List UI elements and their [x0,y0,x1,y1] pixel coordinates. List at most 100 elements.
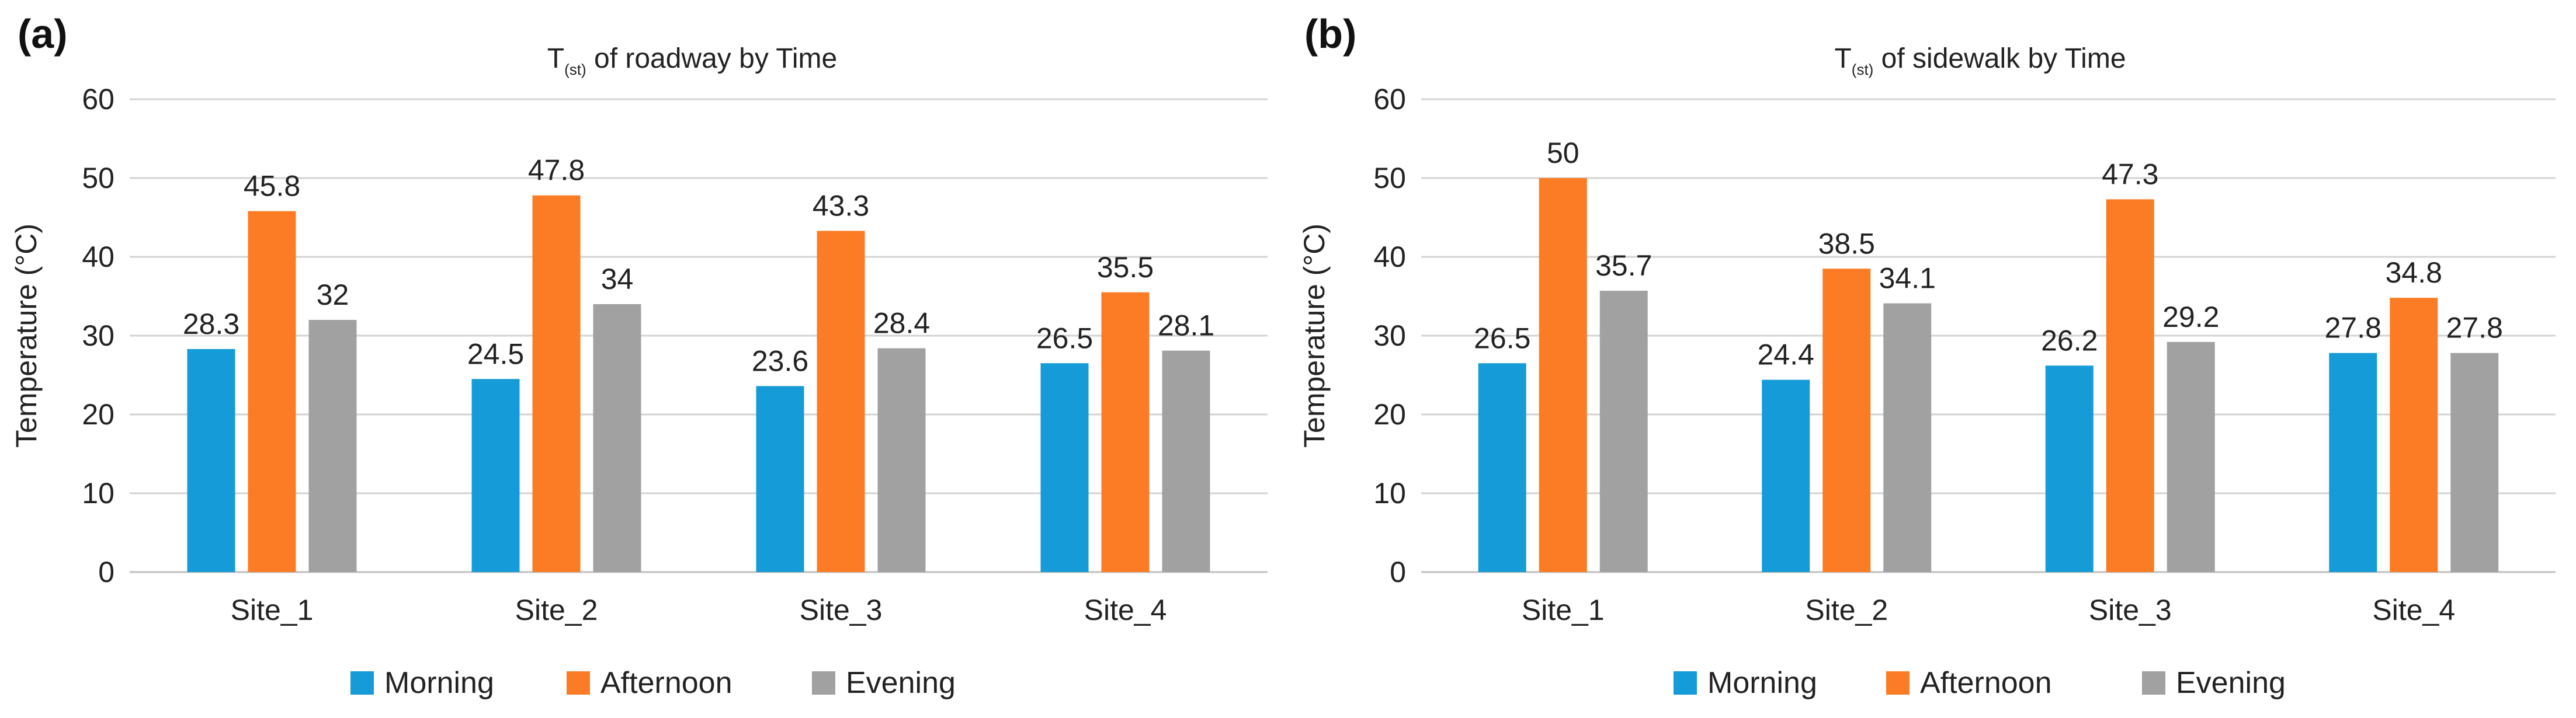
x-tick-label: Site_3 [2089,594,2172,626]
legend: Morning Afternoon Evening [1674,666,2286,700]
bar-evening [2450,353,2499,572]
data-label: 27.8 [2325,312,2381,344]
legend-label: Afternoon [1920,666,2052,700]
y-tick-label: 40 [1373,241,1406,273]
bar-morning [756,386,804,572]
legend-label: Morning [1707,666,1817,700]
legend-swatch-morning [1674,671,1697,695]
y-tick-label: 60 [1373,83,1406,116]
legend-label: Evening [2176,666,2286,700]
y-tick-label: 60 [82,83,114,116]
data-label: 23.6 [752,344,808,377]
data-label: 24.5 [467,337,524,370]
bar-morning [471,379,520,572]
x-tick-label: Site_4 [2372,594,2455,626]
data-label: 28.4 [873,307,930,340]
bar-morning [1040,363,1089,572]
legend-swatch-evening [812,671,835,695]
y-axis-label: Temperature (°C) [1298,224,1331,448]
data-label: 43.3 [813,189,869,222]
y-tick-label: 10 [82,477,114,510]
bar-evening [593,304,641,572]
bar-group-site-4: 26.5 35.528.1 [1036,251,1214,572]
data-label: 34.1 [1879,262,1936,295]
bar-evening [877,348,926,572]
bar-morning [2045,365,2094,572]
bar-afternoon [2106,199,2154,572]
chart-panel-b: (b) 0 10 20 30 40 50 60 T(st) of sidewalk by Ti… [1288,0,2576,718]
data-label: 45.8 [244,170,300,203]
data-label: 26.2 [2041,324,2098,357]
y-tick-label: 20 [1373,398,1406,431]
bar-afternoon [248,211,296,572]
chart-title: T(st) of roadway by Time [547,43,837,78]
gridlines [1421,98,2556,573]
legend-label: Evening [846,666,956,700]
bar-evening [1162,350,1210,572]
bar-evening [308,320,357,572]
data-label: 28.3 [183,308,239,340]
x-tick-label: Site_4 [1084,594,1167,626]
bar-morning [187,348,235,572]
data-label: 34 [601,263,634,295]
y-tick-label: 20 [82,398,114,431]
x-tick-label: Site_1 [231,594,314,626]
data-label: 34.8 [2386,256,2442,289]
bar-morning [1478,363,1526,572]
data-label: 26.5 [1474,322,1530,354]
data-label: 35.7 [1595,249,1652,282]
data-label: 32 [317,278,349,311]
x-tick-label: Site_1 [1522,594,1605,626]
y-tick-label: 40 [82,241,114,273]
roadway-chart: 0 10 20 30 40 50 60 T(st) of roadway by Time Tem… [10,43,1268,700]
legend-label: Afternoon [600,666,732,700]
legend-swatch-afternoon [567,671,590,695]
panel-label: (a) [18,11,68,57]
data-label: 27.8 [2446,312,2503,344]
data-label: 47.8 [528,154,585,187]
chart-title: T(st) of sidewalk by Time [1834,43,2126,78]
y-axis-label: Temperature (°C) [10,224,43,448]
bar-afternoon [1539,178,1587,572]
data-label: 35.5 [1097,251,1154,284]
y-tick-label: 0 [98,556,114,588]
x-tick-label: Site_2 [515,594,598,626]
bar-afternoon [817,231,865,572]
bar-group-site-1: 26.5 50 35.7 [1474,137,1652,572]
data-label: 47.3 [2102,158,2158,190]
bar-group-site-2: 24.5 47.8 34 [467,154,641,572]
data-label: 24.4 [1758,339,1814,371]
legend-swatch-afternoon [1886,671,1910,695]
bar-evening [1883,303,1932,572]
chart-panel-a: (a) 0 10 20 30 40 50 60 T(st) of roadway by Tim… [10,11,1268,700]
bar-evening [2167,341,2215,572]
y-tick-label: 30 [1373,319,1406,352]
data-label: 29.2 [2162,301,2219,333]
data-label: 26.5 [1036,322,1093,354]
bar-group-site-4: 27.834.827.8 [2325,256,2503,572]
legend-label: Morning [384,666,494,700]
legend: Morning Afternoon Evening [350,666,956,700]
bar-evening [1599,291,1648,572]
x-tick-label: Site_2 [1805,594,1888,626]
y-tick-label: 50 [1373,162,1406,194]
sidewalk-chart: 0 10 20 30 40 50 60 T(st) of sidewalk by Time Te… [1298,43,2556,700]
bar-group-site-2: 24.4 38.534.1 [1758,227,1936,572]
data-label: 38.5 [1818,227,1875,260]
bar-afternoon [2390,298,2438,572]
y-tick-label: 30 [82,319,114,352]
legend-swatch-evening [2142,671,2165,695]
y-tick-label: 50 [82,162,114,194]
data-label: 28.1 [1158,309,1214,342]
y-tick-label: 10 [1373,477,1406,510]
bar-group-site-3: 26.2 47.3 29.2 [2041,158,2219,572]
bar-afternoon [532,195,581,572]
bar-afternoon [1822,269,1871,572]
bar-morning [1762,379,1810,572]
gridlines [130,98,1268,573]
x-tick-label: Site_3 [800,594,883,626]
bar-afternoon [1101,292,1150,572]
bar-morning [2329,353,2377,572]
y-tick-label: 0 [1390,556,1406,588]
legend-swatch-morning [350,671,374,695]
